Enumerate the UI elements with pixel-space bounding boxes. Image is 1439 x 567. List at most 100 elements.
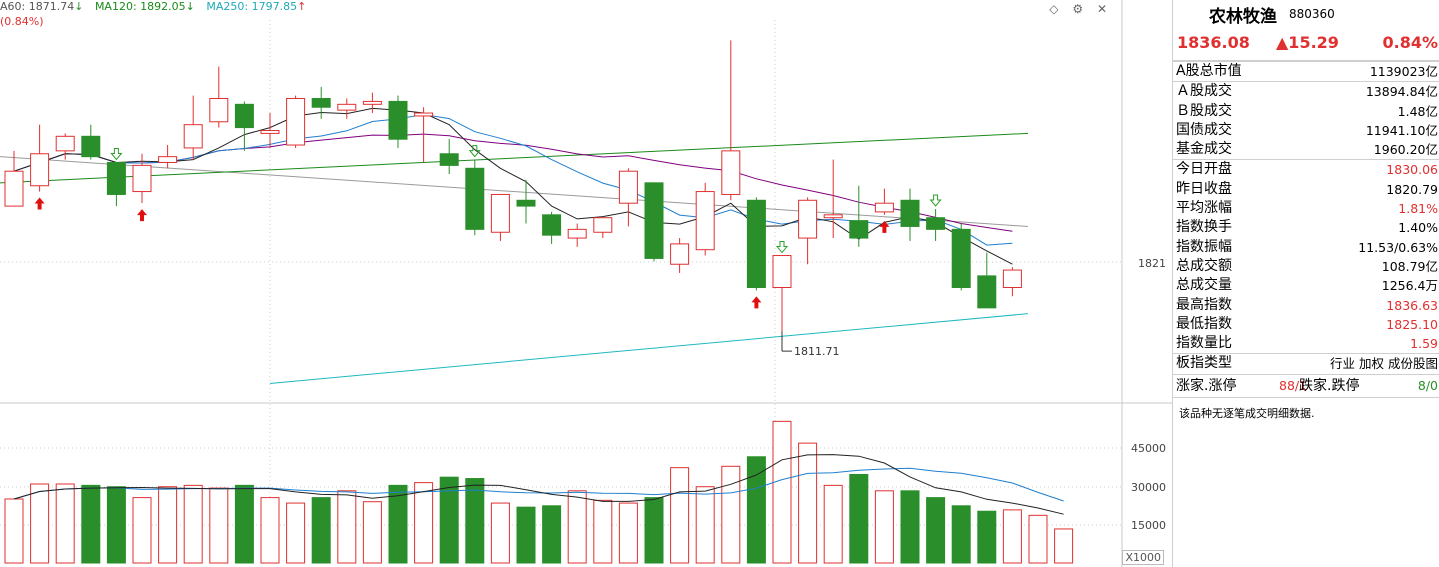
stat-rows: A股总市值 1139023亿 Ａ股成交 13894.84亿 Ｂ股成交 1.48亿 国债成交 1…	[1173, 61, 1439, 374]
stat-value: 1.81%	[1398, 201, 1438, 217]
volume-bar-down	[465, 478, 485, 564]
stat-row: 指数换手 1.40%	[1173, 218, 1439, 237]
candle-up	[670, 243, 690, 265]
volume-bar-down	[388, 484, 408, 564]
buy-signal-icon	[879, 220, 890, 233]
stat-label: 国债成交	[1176, 121, 1232, 138]
volume-bar-down	[234, 484, 254, 564]
stat-value: 1256.4万	[1381, 278, 1438, 294]
stat-row: Ａ股成交 13894.84亿	[1173, 81, 1439, 101]
volume-bar-up	[209, 487, 229, 564]
candle-up	[158, 156, 178, 163]
candle-down	[644, 182, 664, 259]
candle-down	[977, 275, 997, 309]
candle-up	[618, 170, 638, 204]
candle-down	[746, 199, 766, 289]
stat-value[interactable]: 行业 加权 成份股图	[1330, 356, 1438, 372]
stat-row: 国债成交 11941.10亿	[1173, 121, 1439, 140]
sell-signal-icon	[468, 145, 481, 158]
volume-bar-up	[362, 501, 382, 564]
candle-down	[234, 103, 254, 129]
volume-bar-down	[977, 510, 997, 564]
volume-bar-up	[158, 486, 178, 564]
close-icon[interactable]: ✕	[1096, 2, 1107, 16]
stat-label: 总成交额	[1176, 257, 1232, 274]
settings-icon[interactable]: ⚙	[1072, 2, 1084, 16]
stat-label: 指数振幅	[1176, 238, 1232, 255]
ma250-line	[269, 313, 1029, 384]
advance-decline-row: 涨家.涨停 88/1 跌家.跌停 8/0	[1173, 373, 1439, 398]
volume-bar-up	[1028, 514, 1048, 564]
stat-value: 1820.79	[1386, 181, 1438, 197]
stat-row: 最高指数 1836.63	[1173, 296, 1439, 315]
sell-signal-icon	[110, 147, 123, 161]
stat-label: 基金成交	[1176, 141, 1232, 158]
stat-value: 1.40%	[1398, 220, 1438, 236]
stat-row: 基金成交 1960.20亿	[1173, 140, 1439, 159]
stat-value: 1836.63	[1386, 297, 1438, 313]
candle-down	[465, 167, 485, 230]
volume-bar-up	[183, 484, 203, 564]
ma20-line	[13, 133, 1013, 232]
candle-up	[337, 103, 357, 111]
decline-label: 跌家.跌停	[1299, 377, 1360, 394]
stat-value: 11.53/0.63%	[1358, 239, 1438, 255]
stat-row: 指数量比 1.59	[1173, 334, 1439, 353]
candle-up	[209, 98, 229, 123]
trade-detail-message: 该品种无逐笔成交明细数据.	[1179, 407, 1315, 420]
volume-bar-down	[81, 484, 101, 564]
candle-up	[132, 164, 152, 193]
candle-down	[900, 199, 920, 227]
volume-bar-up	[721, 465, 741, 564]
volume-bar-up	[695, 486, 715, 564]
volume-bar-up	[798, 442, 818, 564]
diamond-icon[interactable]: ◇	[1049, 2, 1059, 16]
stat-label: 板指类型	[1176, 355, 1232, 372]
low-marker-label: 1811.71	[794, 345, 840, 358]
volume-bar-down	[439, 476, 459, 564]
stat-label: 指数换手	[1176, 219, 1232, 236]
candle-down	[311, 98, 331, 108]
stat-row: 指数振幅 11.53/0.63%	[1173, 238, 1439, 257]
candle-up	[721, 150, 741, 195]
volume-bar-down	[849, 473, 869, 564]
volume-bar-up	[337, 490, 357, 564]
index-code: 880360	[1289, 7, 1335, 21]
ma10-line	[13, 113, 1013, 246]
kline-chart[interactable]: 1821 45000 30000 15000 1811.71	[0, 0, 1172, 567]
volume-bar-up	[414, 482, 434, 564]
stat-label: 今日开盘	[1176, 161, 1232, 178]
volume-bar-up	[132, 497, 152, 564]
volume-bar-down	[311, 497, 331, 564]
decline-value: 8/0	[1417, 377, 1438, 393]
candle-up	[874, 202, 894, 213]
volume-bar-up	[260, 497, 280, 564]
stat-label: Ｂ股成交	[1176, 102, 1232, 119]
volume-bar-up	[55, 483, 75, 564]
sell-signal-icon	[775, 241, 789, 254]
volume-bar-up	[4, 498, 24, 564]
stat-label: 平均涨幅	[1176, 200, 1232, 217]
volume-ma5-line	[13, 454, 1064, 515]
volume-axis-label: 45000	[1131, 442, 1166, 455]
stat-row: A股总市值 1139023亿	[1173, 61, 1439, 81]
candle-down	[516, 199, 536, 207]
stat-value: 1960.20亿	[1373, 142, 1438, 158]
kline-chart-area[interactable]: 1821 45000 30000 15000 1811.71 A60: 1871.74↓…	[0, 0, 1172, 567]
volume-bar-up	[490, 502, 510, 564]
candle-up	[1002, 269, 1022, 289]
volume-bar-down	[516, 506, 536, 564]
volume-bar-up	[618, 502, 638, 564]
stat-value: 1139023亿	[1369, 64, 1438, 79]
stat-row: 总成交额 108.79亿	[1173, 257, 1439, 276]
buy-signal-icon	[137, 209, 147, 222]
stat-value: 11941.10亿	[1365, 122, 1438, 138]
stat-value: 13894.84亿	[1365, 84, 1438, 100]
stat-label: 最低指数	[1176, 315, 1232, 332]
volume-bar-down	[106, 486, 126, 564]
ma60-legend: A60: 1871.74↓	[0, 0, 84, 13]
volume-bar-down	[900, 490, 920, 564]
volume-bar-up	[874, 490, 894, 564]
candle-up	[490, 193, 510, 233]
stat-label: 最高指数	[1176, 296, 1232, 313]
